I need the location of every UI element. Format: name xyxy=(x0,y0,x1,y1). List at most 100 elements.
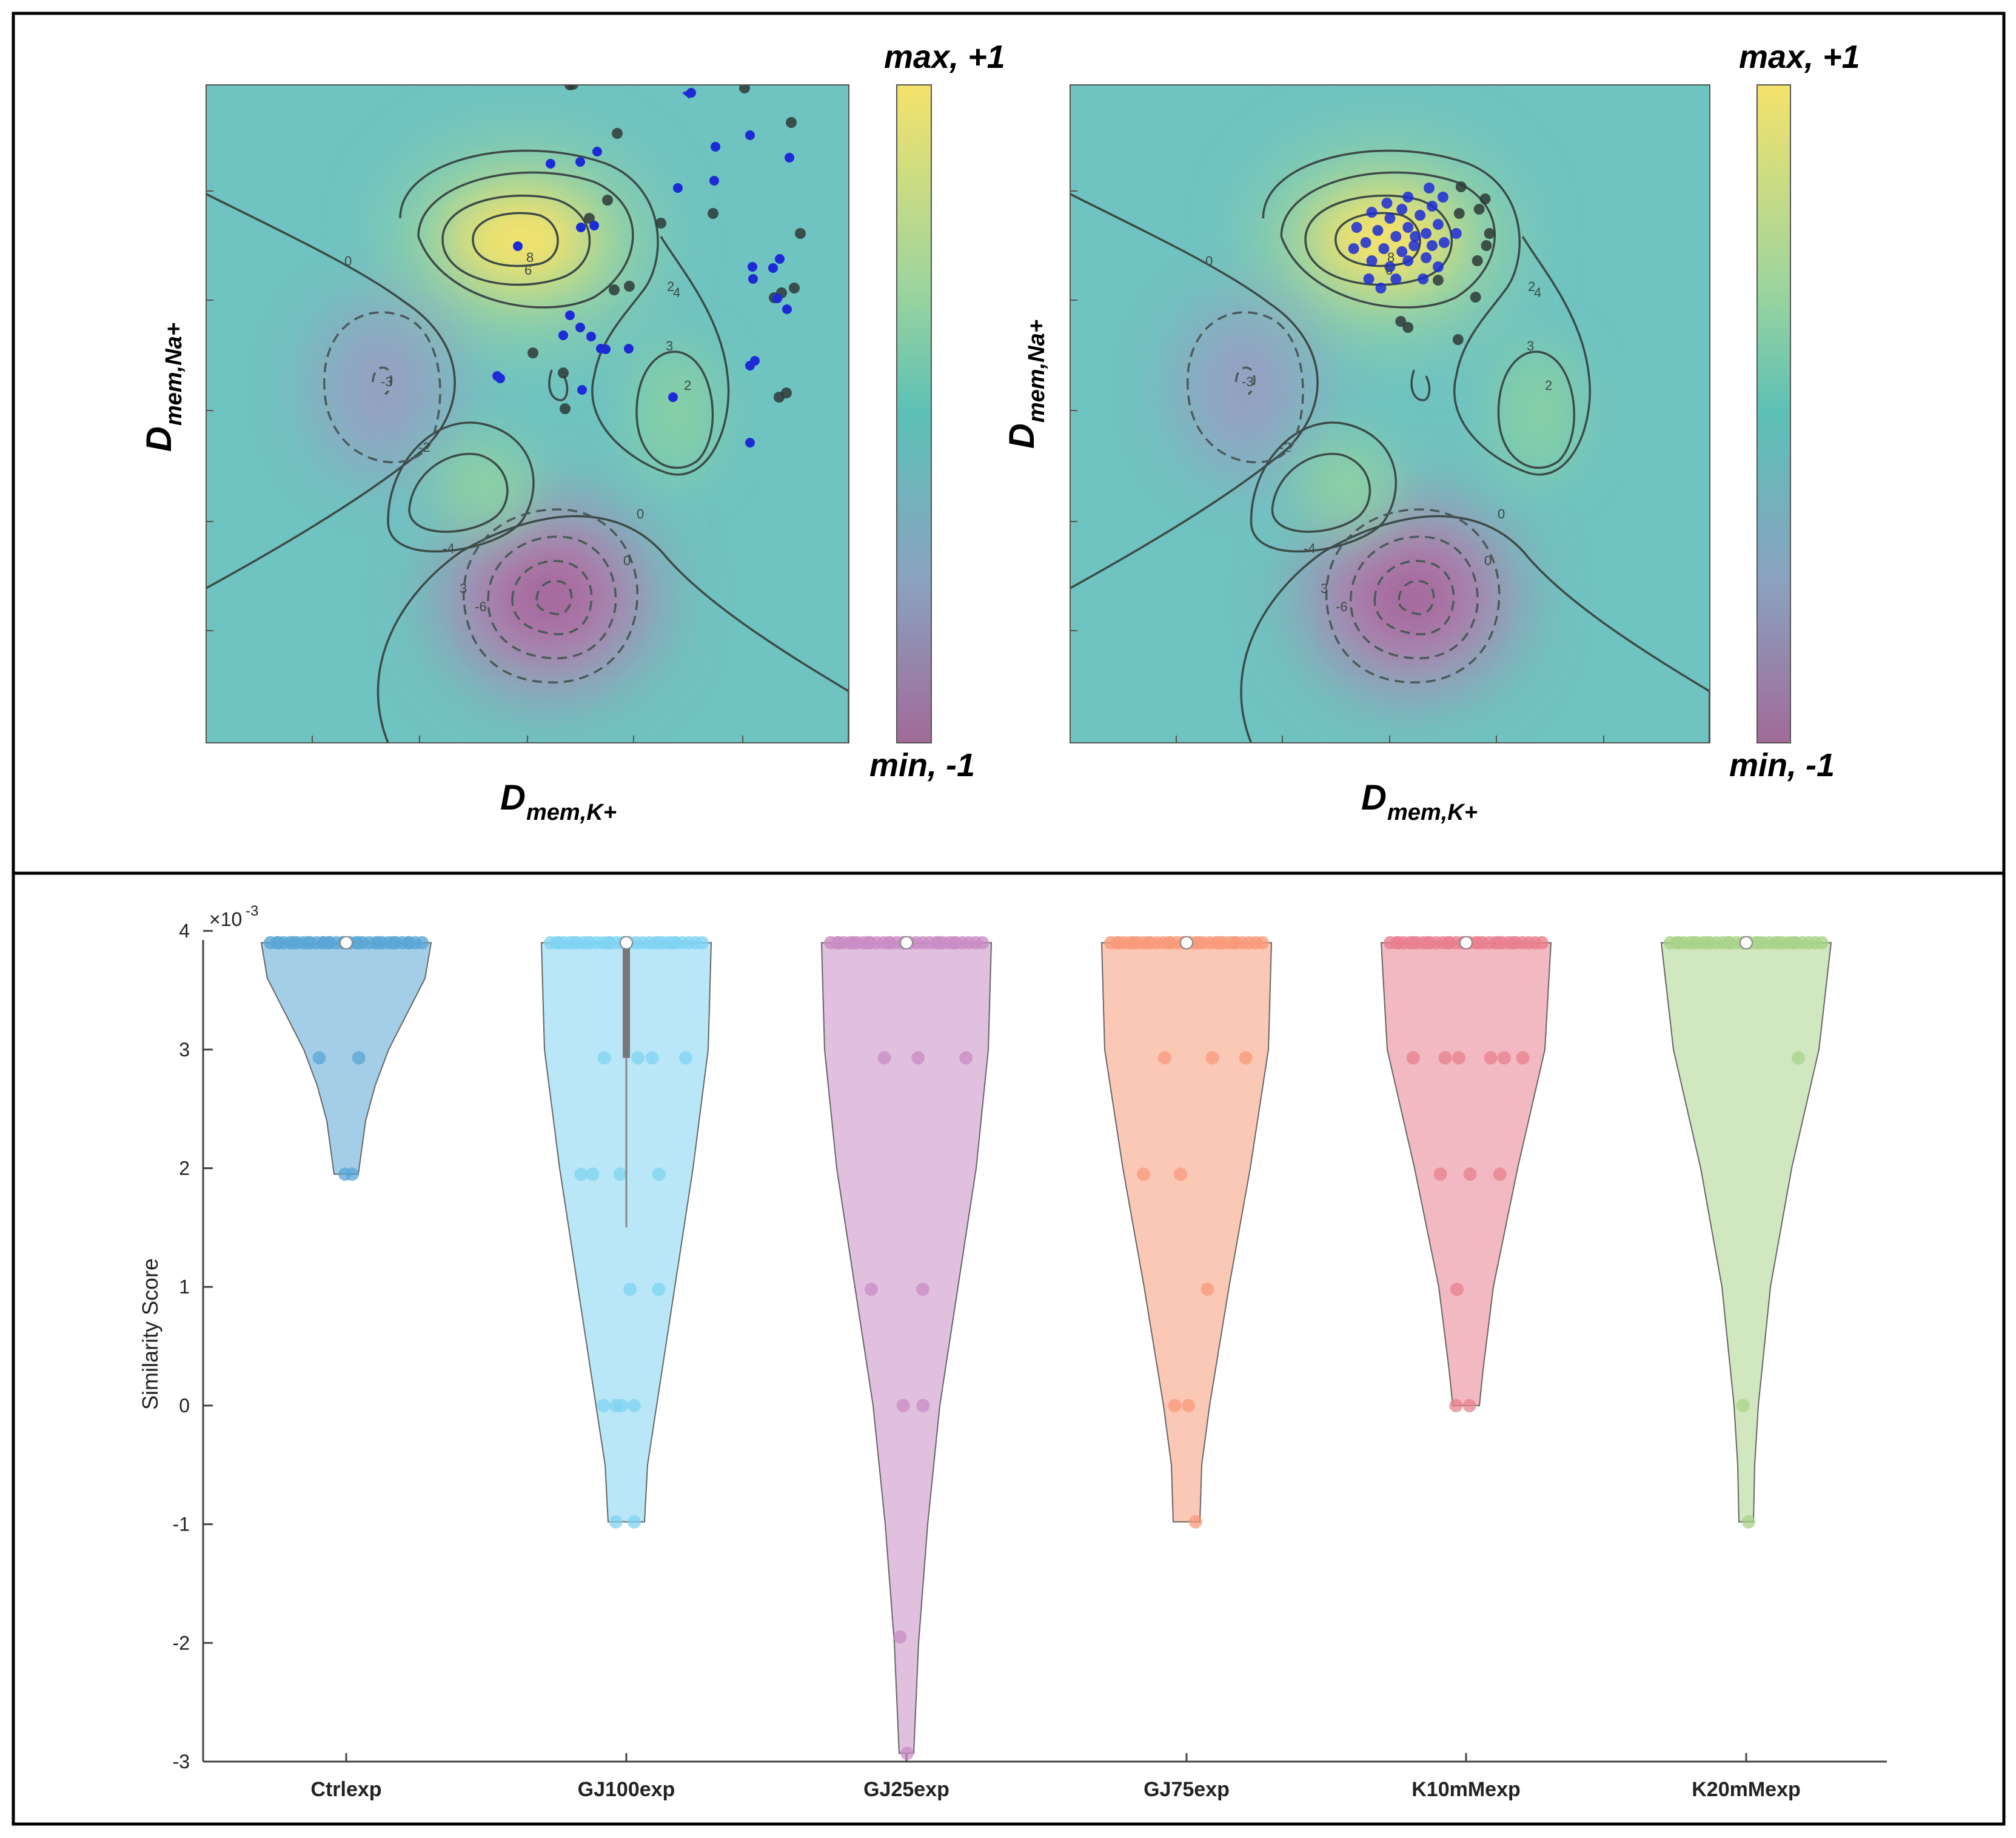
data-point xyxy=(864,1283,878,1296)
x-axis-label: D mem,K+ xyxy=(1361,778,1478,825)
contour-level-label: 8 xyxy=(526,250,534,265)
data-point xyxy=(574,1167,588,1181)
data-point xyxy=(1736,1398,1750,1412)
data-point xyxy=(1174,1167,1188,1181)
data-point xyxy=(1516,1051,1530,1065)
bottom-panel-frame xyxy=(12,871,2006,1826)
contour-panel-right: max, +1 min, -1 D mem,K+ D mem,Na+ xyxy=(1002,39,1860,825)
median-marker xyxy=(620,936,633,950)
contour-level-label: 4 xyxy=(1534,285,1541,300)
contour-level-label: 0 xyxy=(1484,553,1492,568)
y-tick-label: 4 xyxy=(179,920,190,942)
contour-level-label: 3 xyxy=(666,338,673,354)
y-tick-label: -1 xyxy=(173,1514,190,1535)
colorbar-min-label: min, -1 xyxy=(869,747,975,783)
colorbar-left xyxy=(896,84,932,743)
contour-level-label: 6 xyxy=(1385,263,1393,278)
data-point xyxy=(1136,1167,1150,1181)
y-tick-label: 1 xyxy=(179,1276,190,1298)
data-point xyxy=(623,1283,637,1296)
data-point xyxy=(652,1167,666,1181)
data-point xyxy=(893,1630,907,1644)
svg-text:D: D xyxy=(1002,423,1042,449)
x-axis-label: D mem,K+ xyxy=(500,778,617,825)
data-point xyxy=(631,1051,645,1065)
contour-level-label: 3 xyxy=(1527,338,1534,354)
data-point xyxy=(1462,1398,1476,1412)
contour-level-label: -2 xyxy=(418,440,430,455)
contour-level-label: -6 xyxy=(1336,599,1348,614)
data-point xyxy=(900,1746,914,1760)
data-point xyxy=(896,1398,910,1412)
data-point xyxy=(976,936,989,950)
data-point xyxy=(911,1051,925,1065)
contour-level-label: 0 xyxy=(637,506,644,522)
data-point xyxy=(1497,1051,1511,1065)
data-point xyxy=(1256,936,1269,950)
data-point xyxy=(615,1398,628,1412)
y-exponent-power: -3 xyxy=(246,903,258,919)
data-point xyxy=(1182,1398,1196,1412)
data-point xyxy=(1452,1051,1465,1065)
y-axis-title: Similarity Score xyxy=(138,1258,162,1410)
violin-body xyxy=(1100,942,1273,1523)
svg-text:mem,Na+: mem,Na+ xyxy=(1024,320,1050,423)
contour-level-label: 3 xyxy=(460,581,467,596)
y-tick-label: 3 xyxy=(179,1039,190,1061)
data-point xyxy=(345,1167,359,1181)
y-axis-label: D mem,Na+ xyxy=(1002,320,1050,449)
data-point xyxy=(312,1051,326,1065)
contour-level-label: -4 xyxy=(443,541,455,556)
colorbar-right xyxy=(1756,84,1791,743)
x-tick-label: K10mMexp xyxy=(1412,1778,1521,1801)
y-axis-label: D mem,Na+ xyxy=(139,323,187,452)
data-point xyxy=(916,1283,930,1296)
data-point xyxy=(1449,1398,1463,1412)
data-point xyxy=(1433,1167,1447,1181)
colorbar-max-label: max, +1 xyxy=(1739,39,1860,75)
median-marker xyxy=(1180,936,1193,950)
x-tick-label: GJ75exp xyxy=(1144,1778,1230,1801)
x-tick-label: K20mMexp xyxy=(1692,1778,1801,1801)
data-point xyxy=(1438,1051,1452,1065)
contour-level-label: -2 xyxy=(1279,440,1291,455)
data-point xyxy=(609,1515,623,1529)
svg-text:D: D xyxy=(1361,778,1387,817)
data-point xyxy=(695,936,709,950)
contour-level-label: -3 xyxy=(381,374,393,389)
colorbar-min-label: min, -1 xyxy=(1729,747,1835,783)
data-point xyxy=(597,1398,611,1412)
data-point xyxy=(1201,1283,1214,1296)
contour-level-label: -6 xyxy=(475,599,487,614)
data-point xyxy=(613,1167,627,1181)
svg-text:mem,K+: mem,K+ xyxy=(526,800,617,825)
data-point xyxy=(1188,1515,1202,1529)
svg-text:mem,Na+: mem,Na+ xyxy=(161,323,187,426)
data-point xyxy=(415,936,429,950)
violin-body xyxy=(540,942,712,1523)
contour-level-label: 2 xyxy=(1528,279,1535,294)
data-point xyxy=(916,1398,930,1412)
x-tick-label: GJ100exp xyxy=(578,1778,675,1801)
contour-level-label: 3 xyxy=(1321,581,1328,596)
data-point xyxy=(627,1515,641,1529)
x-tick-label: Ctrlexp xyxy=(310,1778,381,1801)
contour-level-label: -3 xyxy=(1242,374,1254,389)
contour-level-label: 0 xyxy=(623,553,631,568)
contour-level-label: 0 xyxy=(1498,506,1505,522)
data-point xyxy=(679,1051,693,1065)
contour-level-label: 2 xyxy=(1545,378,1552,393)
data-point xyxy=(652,1283,666,1296)
data-point xyxy=(1168,1398,1182,1412)
x-tick-label: GJ25exp xyxy=(863,1778,949,1801)
data-point xyxy=(1463,1167,1477,1181)
contour-level-label: 2 xyxy=(667,279,674,294)
data-point xyxy=(586,1167,600,1181)
median-marker xyxy=(340,936,353,950)
y-exponent-label: ×10 xyxy=(209,908,242,930)
data-point xyxy=(352,1051,366,1065)
y-tick-label: -3 xyxy=(173,1751,190,1773)
contour-panel-left: max, +1 min, -1 D mem,K+ D mem,Na+ xyxy=(139,39,1005,825)
